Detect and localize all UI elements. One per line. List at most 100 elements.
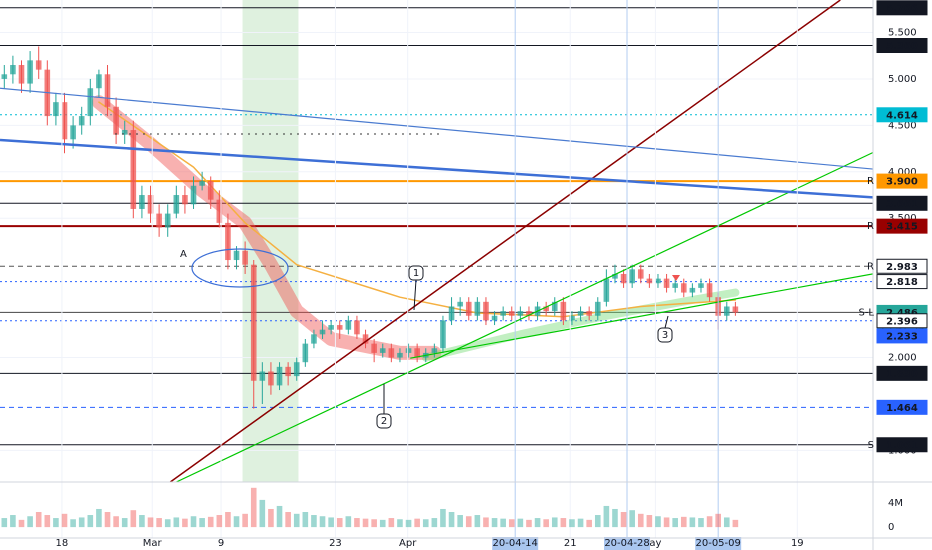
volume-tick-label: 0	[888, 522, 894, 533]
callout-box	[657, 327, 673, 343]
price-label-box	[876, 274, 928, 290]
volume-bar	[242, 513, 248, 528]
candle-body	[27, 60, 33, 84]
candle-body	[225, 222, 231, 261]
price-label: 1.830	[886, 369, 918, 380]
candle-body	[18, 65, 25, 84]
candle-body	[328, 325, 334, 330]
candle-body	[663, 278, 670, 288]
candle-body	[680, 283, 687, 293]
candle-body	[190, 185, 197, 205]
candle-body	[276, 366, 283, 386]
price-label: 2.233	[886, 331, 918, 342]
callout-text: 1	[413, 268, 419, 279]
price-label-box	[876, 173, 928, 189]
callout-text: 3	[662, 330, 668, 341]
volume-bar	[70, 519, 76, 528]
price-label-box	[876, 399, 928, 415]
volume-bar	[379, 519, 386, 528]
price-label: 5.360	[886, 41, 918, 52]
y-tick-label: 4.000	[888, 167, 917, 178]
x-tick-label: 23	[329, 538, 342, 549]
candle-body	[70, 125, 76, 140]
candle-body	[207, 181, 214, 200]
candle-body	[104, 74, 111, 107]
volume-bar	[130, 510, 137, 528]
price-label: 2.983	[886, 262, 918, 273]
volume-bar	[96, 508, 102, 528]
volume-bar	[113, 516, 119, 528]
candle-body	[388, 348, 395, 358]
candle-body	[139, 195, 145, 209]
volume-bar	[448, 512, 455, 528]
candle-body	[672, 283, 678, 288]
candle-body	[311, 334, 317, 344]
candle-body	[620, 273, 627, 284]
candle-body	[526, 311, 532, 316]
trend-line	[0, 138, 873, 199]
volume-bar	[517, 518, 524, 528]
volume-bar	[328, 517, 334, 528]
x-tick-label: 21	[564, 538, 577, 549]
x-tick-label: 20-04-14	[493, 538, 538, 549]
volume-bar	[216, 515, 223, 528]
volume-bar	[508, 519, 515, 528]
candle-body	[655, 278, 661, 284]
price-label: 5.766	[886, 3, 918, 14]
volume-bar	[35, 512, 42, 528]
candle-body	[543, 306, 549, 312]
price-label-box	[876, 195, 928, 211]
indicator-line	[421, 288, 740, 362]
callout-text: 2	[381, 416, 387, 427]
volume-bar	[259, 499, 266, 528]
x-tick-label: 9	[218, 538, 224, 549]
price-label-box	[876, 38, 928, 54]
level-marker: R	[867, 261, 874, 272]
volume-bar	[491, 518, 498, 528]
candle-body	[354, 320, 360, 335]
volume-bar	[225, 512, 231, 528]
candle-body	[10, 65, 16, 75]
volume-bar	[655, 516, 661, 528]
volume-bar	[629, 510, 635, 528]
price-label: 2.396	[886, 316, 918, 327]
y-tick-label: 4.500	[888, 120, 917, 131]
price-label-box	[876, 313, 928, 329]
volume-bar	[663, 517, 670, 528]
candle-body	[302, 343, 309, 363]
x-tick-label: 18	[56, 538, 69, 549]
volume-bar	[78, 517, 85, 528]
highlight-band	[242, 0, 299, 482]
candle-body	[414, 348, 420, 358]
x-tick-label: 20-05-09	[695, 538, 740, 549]
candle-body	[250, 264, 257, 381]
level-marker: S	[868, 440, 874, 451]
candle-body	[586, 311, 592, 316]
volume-bar	[121, 518, 128, 528]
candle-body	[121, 130, 128, 135]
x-tick-label: 20-04-28	[604, 538, 649, 549]
volume-bar	[457, 515, 463, 528]
x-tick-label: Mar	[143, 538, 163, 549]
price-label: 3.661	[886, 199, 918, 210]
volume-bar	[27, 516, 33, 528]
price-label: 3.900	[886, 177, 918, 188]
volume-bar	[680, 516, 687, 528]
candle-body	[612, 273, 618, 279]
volume-bar	[723, 517, 730, 528]
trend-line	[169, 0, 841, 482]
candle-body	[156, 213, 162, 228]
volume-bar	[732, 519, 739, 528]
callout-arrow	[413, 279, 417, 311]
volume-bar	[207, 516, 214, 528]
candle-body	[474, 301, 481, 316]
candle-body	[147, 195, 154, 214]
volume-bar	[586, 519, 592, 528]
candle-body	[723, 306, 730, 316]
volume-bar	[173, 517, 180, 528]
candle-body	[560, 301, 567, 321]
price-label-box	[876, 0, 928, 16]
volume-bar	[18, 519, 25, 528]
volume-bar	[293, 513, 300, 528]
